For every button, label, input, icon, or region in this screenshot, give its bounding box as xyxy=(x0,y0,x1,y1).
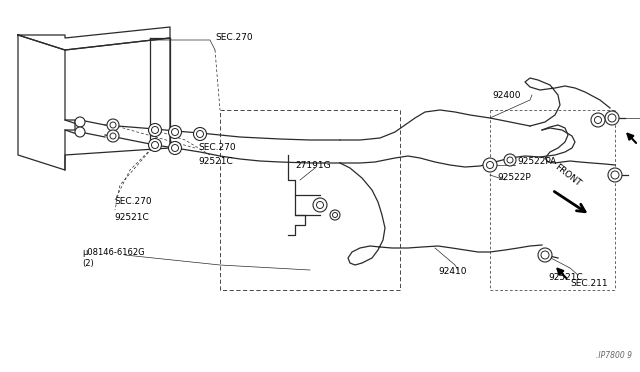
Circle shape xyxy=(317,202,323,208)
Circle shape xyxy=(538,248,552,262)
Circle shape xyxy=(152,126,159,134)
Circle shape xyxy=(148,124,161,137)
Text: .IP7800 9: .IP7800 9 xyxy=(596,351,632,360)
Text: 92522P: 92522P xyxy=(497,173,531,182)
Circle shape xyxy=(608,114,616,122)
Circle shape xyxy=(152,141,159,148)
Circle shape xyxy=(110,122,116,128)
Circle shape xyxy=(611,171,619,179)
Circle shape xyxy=(110,133,116,139)
Text: 92410: 92410 xyxy=(438,267,467,276)
Circle shape xyxy=(148,138,161,151)
Circle shape xyxy=(172,128,179,135)
Circle shape xyxy=(313,198,327,212)
Circle shape xyxy=(507,157,513,163)
Circle shape xyxy=(193,128,207,141)
Circle shape xyxy=(330,210,340,220)
Text: 92400: 92400 xyxy=(492,90,520,99)
Circle shape xyxy=(605,111,619,125)
Text: SEC.211: SEC.211 xyxy=(570,279,607,288)
Text: 27191G: 27191G xyxy=(295,160,331,170)
Text: 92521C: 92521C xyxy=(548,273,583,282)
Circle shape xyxy=(608,168,622,182)
Circle shape xyxy=(595,116,602,124)
Text: FRONT: FRONT xyxy=(553,162,582,188)
Text: 92522PA: 92522PA xyxy=(517,157,556,167)
Circle shape xyxy=(196,131,204,138)
Circle shape xyxy=(107,130,119,142)
Text: SEC.270: SEC.270 xyxy=(198,144,236,153)
Circle shape xyxy=(333,212,337,218)
Circle shape xyxy=(75,127,85,137)
Circle shape xyxy=(75,117,85,127)
Text: SEC.270: SEC.270 xyxy=(215,33,253,42)
Circle shape xyxy=(541,251,549,259)
Circle shape xyxy=(107,119,119,131)
Circle shape xyxy=(168,125,182,138)
Text: 92521C: 92521C xyxy=(198,157,233,167)
Text: µ08146-6162G
(2): µ08146-6162G (2) xyxy=(82,248,145,268)
Text: 92521C: 92521C xyxy=(114,214,148,222)
Circle shape xyxy=(504,154,516,166)
Circle shape xyxy=(486,161,493,169)
Circle shape xyxy=(172,144,179,151)
Text: SEC.270: SEC.270 xyxy=(114,198,152,206)
Circle shape xyxy=(483,158,497,172)
Circle shape xyxy=(591,113,605,127)
Circle shape xyxy=(168,141,182,154)
